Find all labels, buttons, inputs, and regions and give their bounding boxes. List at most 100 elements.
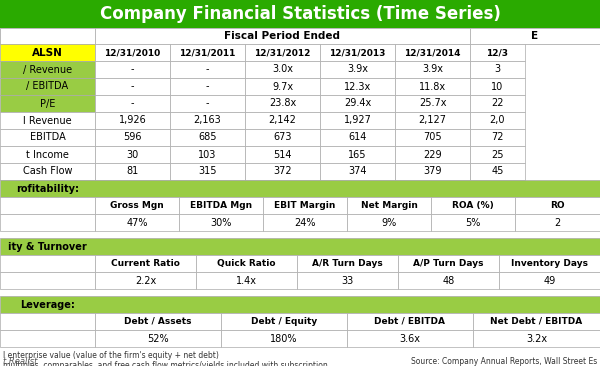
Bar [470,95,525,112]
Text: multiples, comparables, and free cash flow metrics/yields included with subscrip: multiples, comparables, and free cash fl… [3,361,328,366]
Text: Net Debt / EBITDA: Net Debt / EBITDA [490,317,583,326]
Text: Debt / Equity: Debt / Equity [251,317,317,326]
Text: Inventory Days: Inventory Days [511,259,588,268]
Bar [470,146,525,163]
Bar [95,330,221,347]
Bar [95,163,170,180]
Text: 180%: 180% [270,333,298,344]
Bar [470,112,525,129]
Bar [245,61,320,78]
Bar [221,330,347,347]
Bar [347,313,473,330]
Text: 614: 614 [349,132,367,142]
Bar [470,44,525,61]
Text: 3.6x: 3.6x [400,333,421,344]
Text: t Realist: t Realist [3,356,37,366]
Text: EBITDA: EBITDA [29,132,65,142]
Text: l enterprise value (value of the firm's equity + net debt): l enterprise value (value of the firm's … [3,351,219,359]
Text: 1.4x: 1.4x [236,276,257,285]
Bar [0,95,95,112]
Bar [95,44,170,61]
Bar [95,95,170,112]
Bar [95,313,221,330]
Text: 3.0x: 3.0x [272,64,293,75]
Bar [245,44,320,61]
Text: Cash Flow: Cash Flow [23,167,72,176]
Text: 45: 45 [491,167,503,176]
Text: RO: RO [550,201,565,210]
Text: 9.7x: 9.7x [272,82,293,92]
Bar [95,78,170,95]
Text: 12/31/2014: 12/31/2014 [404,48,461,57]
Bar [0,28,600,44]
Text: ALSN: ALSN [32,48,63,57]
Bar [320,44,395,61]
Bar [95,129,170,146]
Bar [395,112,470,129]
Text: 2,0: 2,0 [490,116,505,126]
Bar [320,61,395,78]
Bar [0,214,95,231]
Bar [347,197,431,214]
Text: 12/3: 12/3 [487,48,509,57]
Bar [196,255,297,272]
Bar [515,214,600,231]
Bar [95,214,179,231]
Text: 2,163: 2,163 [194,116,221,126]
Text: 3: 3 [494,64,500,75]
Bar [170,129,245,146]
Bar [245,112,320,129]
Bar [0,255,95,272]
Text: 315: 315 [198,167,217,176]
Bar [170,112,245,129]
Bar [221,313,347,330]
Bar [395,61,470,78]
Text: Net Margin: Net Margin [361,201,418,210]
Text: 2,127: 2,127 [419,116,446,126]
Bar [0,330,95,347]
Bar [473,313,600,330]
Bar [0,296,600,313]
Bar [320,95,395,112]
Text: E: E [532,31,539,41]
Text: 30: 30 [127,149,139,160]
Bar [431,197,515,214]
Bar [395,95,470,112]
Bar [0,0,600,28]
Text: 30%: 30% [211,217,232,228]
Text: -: - [131,98,134,108]
Bar [95,272,196,289]
Text: 49: 49 [544,276,556,285]
Text: 379: 379 [423,167,442,176]
Bar [170,146,245,163]
Bar [95,61,170,78]
Text: 1,926: 1,926 [119,116,146,126]
Bar [320,146,395,163]
Text: 12/31/2013: 12/31/2013 [329,48,386,57]
Bar [395,44,470,61]
Bar [196,272,297,289]
Text: ROA (%): ROA (%) [452,201,494,210]
Bar [245,95,320,112]
Bar [95,197,179,214]
Text: 11.8x: 11.8x [419,82,446,92]
Text: 596: 596 [123,132,142,142]
Bar [297,272,398,289]
Bar [470,61,525,78]
Text: 12/31/2010: 12/31/2010 [104,48,161,57]
Text: / Revenue: / Revenue [23,64,72,75]
Text: 514: 514 [273,149,292,160]
Text: 673: 673 [273,132,292,142]
Bar [470,78,525,95]
Bar [515,197,600,214]
Text: EBIT Margin: EBIT Margin [274,201,335,210]
Bar [320,129,395,146]
Text: ity & Turnover: ity & Turnover [8,242,87,251]
Text: t Income: t Income [26,149,69,160]
Bar [0,28,95,44]
Text: -: - [131,82,134,92]
Text: 3.9x: 3.9x [347,64,368,75]
Bar [347,214,431,231]
Bar [179,197,263,214]
Text: 2.2x: 2.2x [135,276,156,285]
